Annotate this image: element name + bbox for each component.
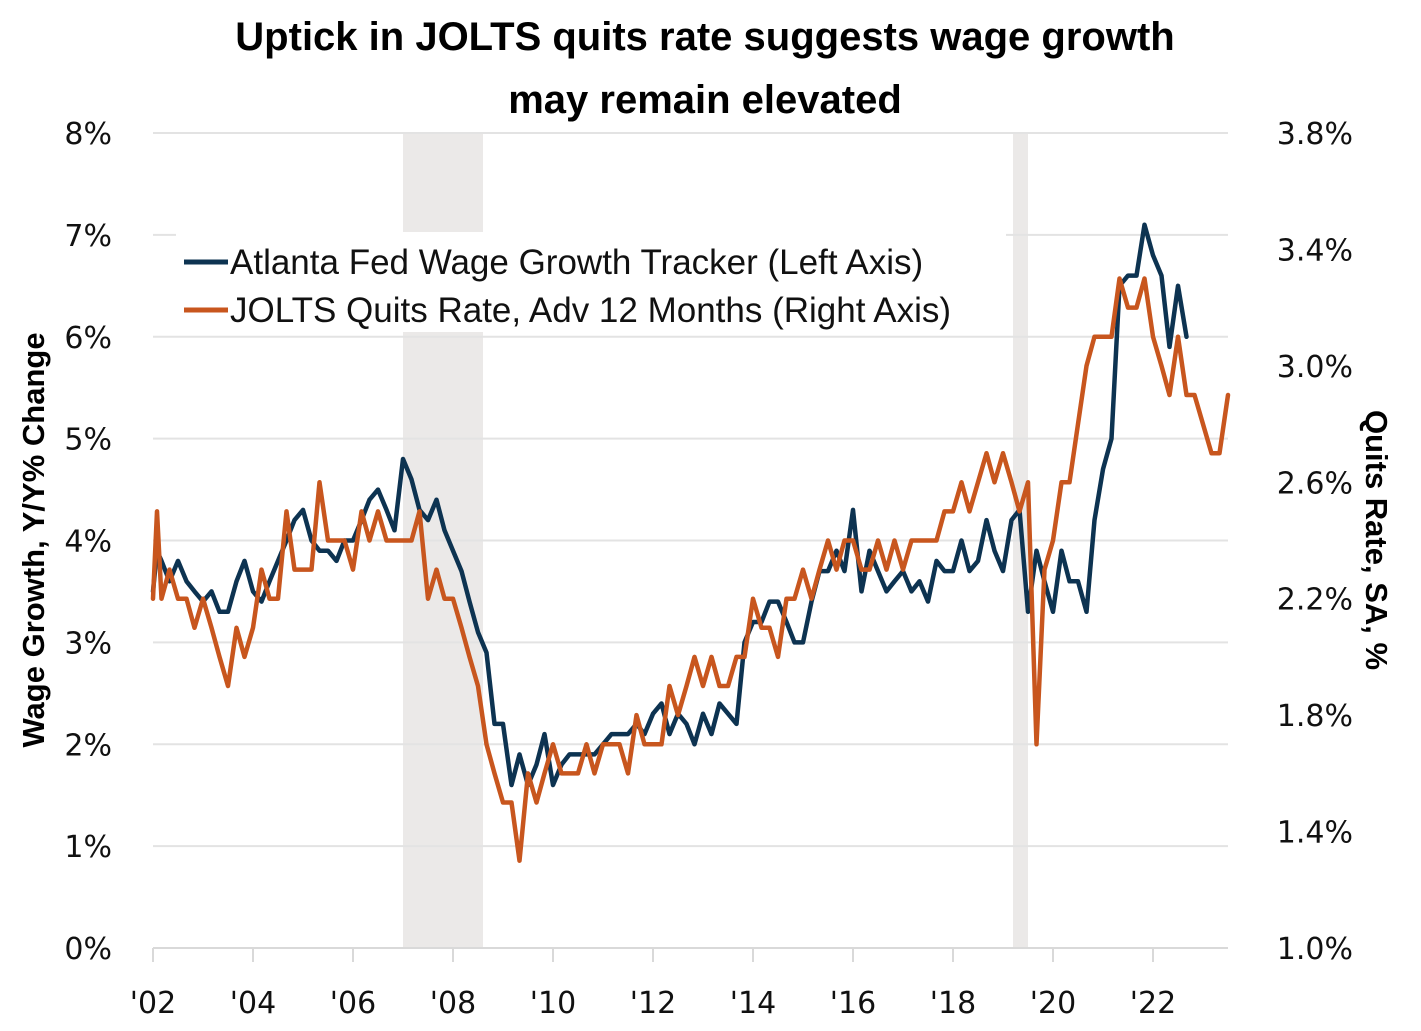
y-right-tick-label: 1.4%: [1277, 816, 1353, 851]
x-tick-label: '20: [1030, 986, 1076, 1021]
x-tick-label: '02: [130, 986, 176, 1021]
y-axis-left: 0% 1% 2% 3% 4% 5% 6% 7% 8%: [64, 117, 112, 967]
x-tick-label: '22: [1130, 986, 1176, 1021]
x-tick-label: '16: [830, 986, 876, 1021]
y-left-tick-label: 0%: [64, 932, 112, 967]
legend-label-wage: Atlanta Fed Wage Growth Tracker (Left Ax…: [230, 243, 923, 282]
x-tick-label: '04: [230, 986, 276, 1021]
y-axis-right-title: Quits Rate, SA, %: [1359, 410, 1394, 670]
x-tick-label: '18: [930, 986, 976, 1021]
y-left-tick-label: 3%: [64, 626, 112, 661]
y-left-tick-label: 2%: [64, 728, 112, 763]
x-tick-label: '10: [530, 986, 576, 1021]
y-right-tick-label: 2.2%: [1277, 583, 1353, 618]
y-right-tick-label: 3.0%: [1277, 350, 1353, 385]
y-left-tick-label: 5%: [64, 423, 112, 458]
x-axis: '02 '04 '06 '08 '10 '12 '14 '16 '18 '20 '22: [130, 948, 1176, 1021]
y-left-tick-label: 1%: [64, 830, 112, 865]
y-left-tick-label: 6%: [64, 321, 112, 356]
y-axis-left-title: Wage Growth, Y/Y% Change: [16, 332, 51, 747]
legend: Atlanta Fed Wage Growth Tracker (Left Ax…: [176, 232, 1006, 332]
x-tick-label: '14: [730, 986, 776, 1021]
x-tick-label: '08: [430, 986, 476, 1021]
chart-title-line-1: Uptick in JOLTS quits rate suggests wage…: [235, 15, 1174, 59]
y-right-tick-label: 1.0%: [1277, 932, 1353, 967]
chart-title-line-2: may remain elevated: [508, 78, 902, 122]
y-right-tick-label: 1.8%: [1277, 699, 1353, 734]
series-line-quits-rate: [150, 276, 1231, 863]
x-tick-label: '06: [330, 986, 376, 1021]
gridlines: [153, 132, 1228, 949]
series-lines: [150, 222, 1231, 863]
y-right-tick-label: 3.4%: [1277, 233, 1353, 268]
y-right-tick-label: 2.6%: [1277, 466, 1353, 501]
y-left-tick-label: 4%: [64, 525, 112, 560]
x-tick-label: '12: [630, 986, 676, 1021]
legend-label-quits: JOLTS Quits Rate, Adv 12 Months (Right A…: [230, 291, 951, 330]
legend-background: [176, 232, 1006, 332]
y-left-tick-label: 7%: [64, 219, 112, 254]
y-axis-right: 1.0% 1.4% 1.8% 2.2% 2.6% 3.0% 3.4% 3.8%: [1277, 117, 1353, 967]
y-right-tick-label: 3.8%: [1277, 117, 1353, 152]
y-left-tick-label: 8%: [64, 117, 112, 152]
